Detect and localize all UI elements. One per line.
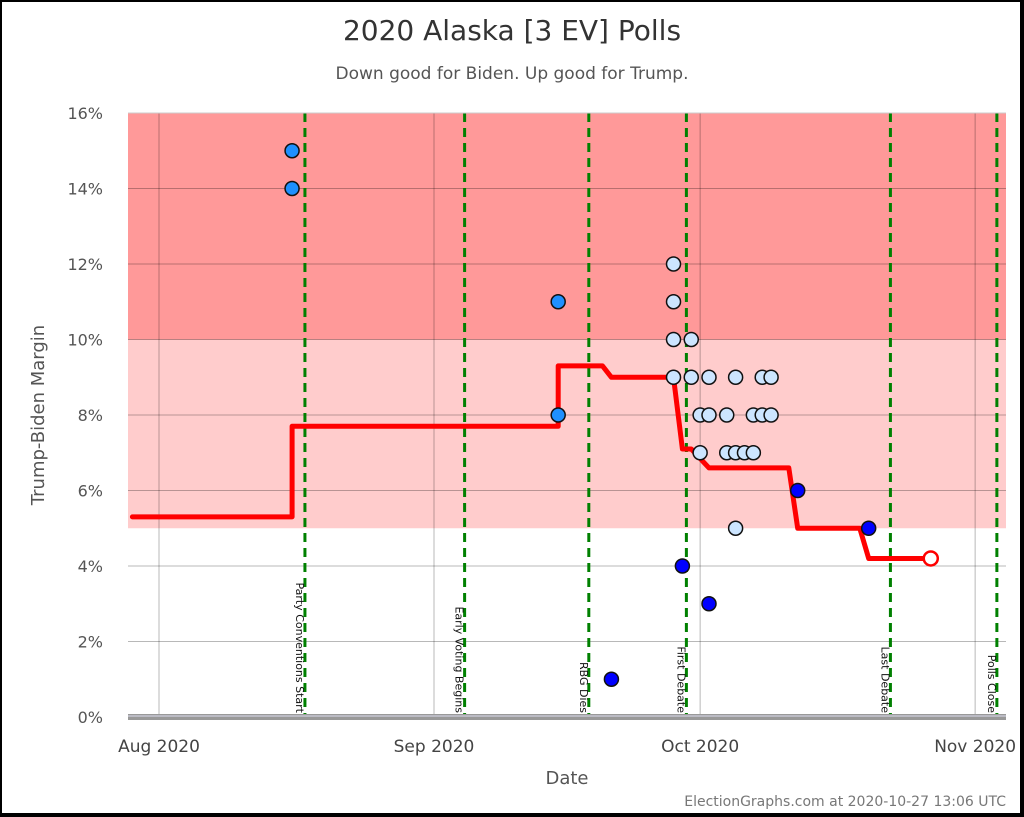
poll-point bbox=[665, 294, 682, 310]
y-tick-label: 6% bbox=[78, 482, 103, 501]
y-axis-title: Trump-Biden Margin bbox=[28, 325, 49, 506]
event-label: Last Debate bbox=[878, 647, 891, 714]
y-tick-label: 14% bbox=[67, 180, 103, 199]
average-line bbox=[129, 363, 934, 561]
poll-point bbox=[550, 407, 566, 423]
x-axis-title: Date bbox=[545, 768, 588, 789]
credit-text: ElectionGraphs.com at 2020-10-27 13:06 U… bbox=[684, 794, 1006, 810]
y-tick-label: 8% bbox=[78, 406, 103, 425]
event-lines: Party Conventions Start Early Voting Begi… bbox=[293, 113, 999, 717]
x-axis-baseline bbox=[128, 714, 1006, 720]
poll-point bbox=[683, 369, 700, 385]
poll-point bbox=[860, 520, 877, 536]
y-tick-label: 4% bbox=[78, 557, 103, 576]
band-rect bbox=[128, 113, 1006, 340]
poll-point bbox=[665, 256, 682, 272]
x-tick-label: Nov 2020 bbox=[934, 737, 1016, 757]
poll-point bbox=[674, 558, 691, 574]
poll-point bbox=[763, 407, 779, 423]
axes: 0% 2% 4% 6% 8% 10% 12% 14% 16% Aug 2020 Sep 2020 Oc… bbox=[67, 104, 1016, 757]
y-tick-label: 2% bbox=[78, 633, 103, 652]
poll-point bbox=[692, 445, 708, 461]
chart-title: 2020 Alaska [3 EV] Polls bbox=[342, 14, 682, 47]
current-average-marker bbox=[922, 550, 940, 567]
x-tick-label: Sep 2020 bbox=[394, 737, 475, 757]
chart-subtitle: Down good for Biden. Up good for Trump. bbox=[335, 64, 689, 84]
poll-point bbox=[683, 331, 700, 348]
poll-point bbox=[701, 407, 717, 423]
band-rect bbox=[128, 339, 1006, 529]
x-tick-label: Oct 2020 bbox=[661, 737, 739, 757]
y-tick-label: 10% bbox=[67, 331, 103, 350]
event-label: First Debate bbox=[674, 646, 687, 713]
poll-point bbox=[701, 596, 717, 612]
poll-point bbox=[284, 180, 300, 197]
y-tick-label: 16% bbox=[67, 104, 103, 123]
event-label: Early Voting Begins bbox=[453, 606, 466, 713]
poll-point bbox=[284, 143, 300, 159]
event-label: RBG Dies bbox=[577, 662, 590, 713]
y-tick-label: 0% bbox=[78, 708, 103, 727]
poll-point bbox=[727, 369, 744, 385]
event-label: Polls Close bbox=[985, 655, 998, 714]
poll-point bbox=[665, 369, 682, 385]
poll-point bbox=[550, 294, 566, 310]
poll-point bbox=[789, 482, 806, 499]
poll-points bbox=[284, 143, 940, 687]
average-polyline bbox=[129, 363, 934, 561]
poll-point bbox=[727, 520, 744, 536]
event-label: Party Conventions Start bbox=[293, 582, 306, 713]
poll-point bbox=[603, 671, 620, 687]
poll-point bbox=[665, 331, 682, 348]
x-tick-label: Aug 2020 bbox=[118, 737, 200, 757]
poll-point bbox=[763, 369, 779, 385]
y-tick-label: 12% bbox=[67, 255, 103, 274]
poll-point bbox=[745, 445, 762, 461]
poll-point bbox=[718, 407, 735, 423]
poll-point bbox=[701, 369, 717, 385]
margin-bands bbox=[128, 113, 1006, 529]
